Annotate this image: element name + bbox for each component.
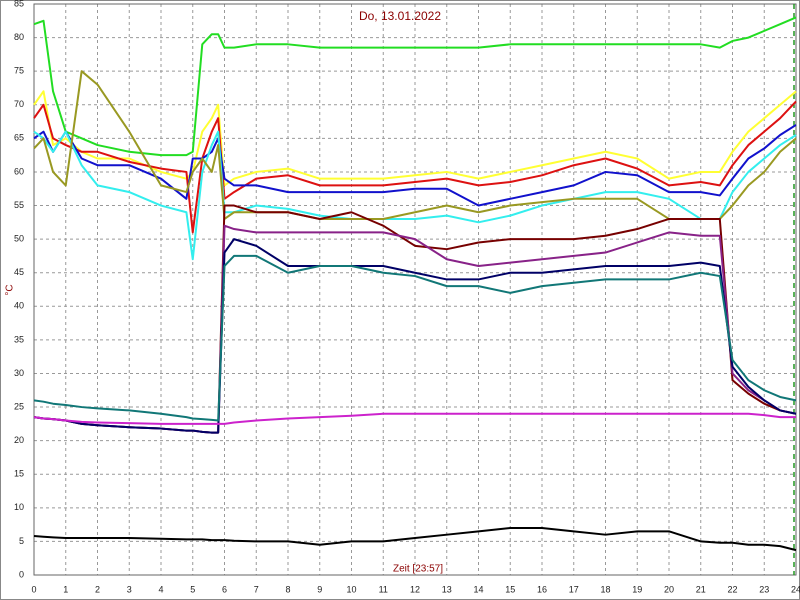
y-tick-label: 60	[14, 166, 24, 176]
x-tick-label: 18	[600, 584, 610, 594]
y-tick-label: 45	[14, 267, 24, 277]
y-tick-label: 70	[14, 99, 24, 109]
x-tick-label: 14	[473, 584, 483, 594]
y-tick-label: 75	[14, 66, 24, 76]
x-tick-label: 11	[379, 584, 388, 594]
x-tick-label: 19	[632, 584, 642, 594]
x-tick-label: 0	[31, 584, 36, 594]
lines	[33, 16, 797, 552]
y-tick-label: 35	[14, 334, 24, 344]
series-line	[33, 124, 797, 207]
y-tick-label: 25	[14, 401, 24, 411]
y-tick-label: 30	[14, 368, 24, 378]
series-line	[33, 16, 797, 157]
x-tick-label: 3	[127, 584, 132, 594]
x-tick-label: 5	[190, 584, 195, 594]
x-tick-label: 7	[254, 584, 259, 594]
y-tick-label: 0	[19, 569, 24, 579]
x-tick-label: 12	[410, 584, 420, 594]
chart-title: Do, 13.01.2022	[359, 9, 441, 23]
series-line	[33, 90, 797, 187]
y-tick-label: 15	[14, 469, 24, 479]
y-tick-label: 55	[14, 200, 24, 210]
x-tick-label: 20	[664, 584, 674, 594]
y-tick-label: 85	[14, 0, 24, 8]
series-line	[33, 254, 797, 422]
series-line	[33, 412, 796, 425]
grid	[33, 3, 797, 576]
x-tick-label: 9	[317, 584, 322, 594]
y-tick-label: 65	[14, 133, 24, 143]
x-tick-label: 16	[537, 584, 547, 594]
x-tick-label: 22	[727, 584, 737, 594]
x-axis-label: Zeit [23:57]	[393, 564, 443, 575]
series-line	[33, 100, 797, 234]
y-tick-label: 10	[14, 502, 24, 512]
plot-area	[33, 3, 797, 576]
series-line	[33, 526, 797, 552]
x-tick-label: 15	[505, 584, 515, 594]
y-tick-label: 40	[14, 301, 24, 311]
x-tick-label: 13	[442, 584, 452, 594]
x-tick-label: 6	[222, 584, 227, 594]
x-tick-label: 1	[63, 584, 68, 594]
x-tick-label: 4	[158, 584, 163, 594]
y-tick-label: 20	[14, 435, 24, 445]
x-tick-label: 2	[95, 584, 100, 594]
x-tick-label: 10	[346, 584, 356, 594]
x-tick-label: 24	[791, 584, 800, 594]
y-tick-label: 50	[14, 233, 24, 243]
x-tick-label: 8	[285, 584, 290, 594]
x-tick-label: 23	[759, 584, 769, 594]
y-tick-label: 80	[14, 32, 24, 42]
x-tick-label: 21	[696, 584, 706, 594]
y-tick-label: 5	[19, 536, 24, 546]
x-tick-label: 17	[569, 584, 579, 594]
y-axis-label: °C	[5, 284, 16, 295]
